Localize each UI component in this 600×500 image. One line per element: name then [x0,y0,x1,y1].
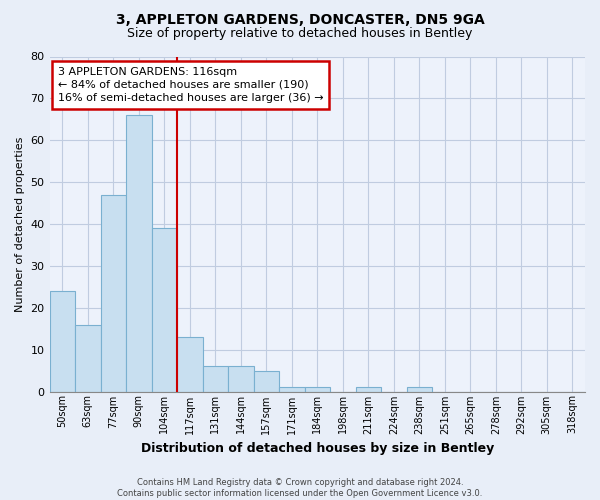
Bar [101,194,126,392]
Bar [279,388,305,392]
Bar [126,115,152,392]
Text: 3 APPLETON GARDENS: 116sqm
← 84% of detached houses are smaller (190)
16% of sem: 3 APPLETON GARDENS: 116sqm ← 84% of deta… [58,66,323,103]
Bar [356,388,381,392]
Bar [177,337,203,392]
Bar [203,366,228,392]
Bar [75,324,101,392]
Bar [152,228,177,392]
Text: Contains HM Land Registry data © Crown copyright and database right 2024.
Contai: Contains HM Land Registry data © Crown c… [118,478,482,498]
Y-axis label: Number of detached properties: Number of detached properties [15,136,25,312]
Bar [305,388,330,392]
Bar [228,366,254,392]
Text: 3, APPLETON GARDENS, DONCASTER, DN5 9GA: 3, APPLETON GARDENS, DONCASTER, DN5 9GA [116,12,484,26]
Bar [254,370,279,392]
Bar [50,291,75,392]
Bar [407,388,432,392]
X-axis label: Distribution of detached houses by size in Bentley: Distribution of detached houses by size … [140,442,494,455]
Text: Size of property relative to detached houses in Bentley: Size of property relative to detached ho… [127,28,473,40]
